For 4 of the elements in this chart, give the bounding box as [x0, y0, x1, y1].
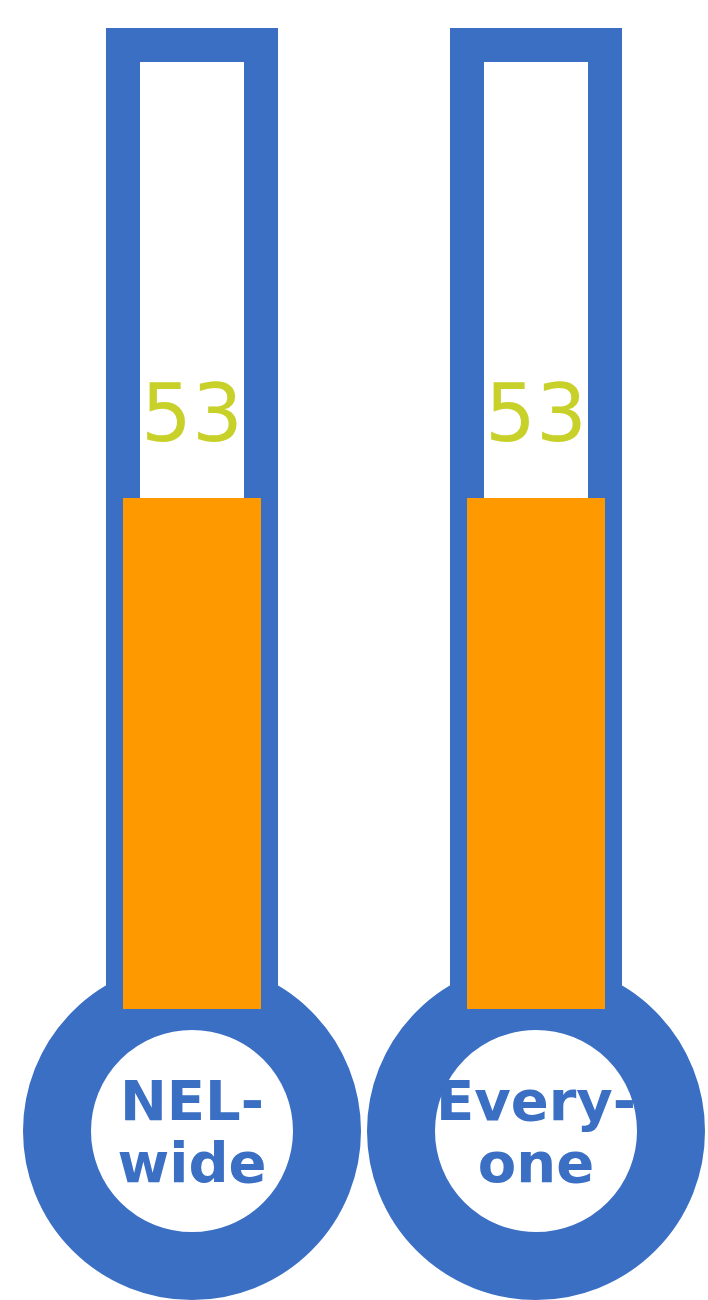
x-tick-label: Every-one — [435, 1067, 637, 1195]
data-label: 53 — [141, 366, 243, 460]
x-tick-label: NEL-wide — [117, 1067, 267, 1195]
data-label: 53 — [485, 366, 587, 460]
